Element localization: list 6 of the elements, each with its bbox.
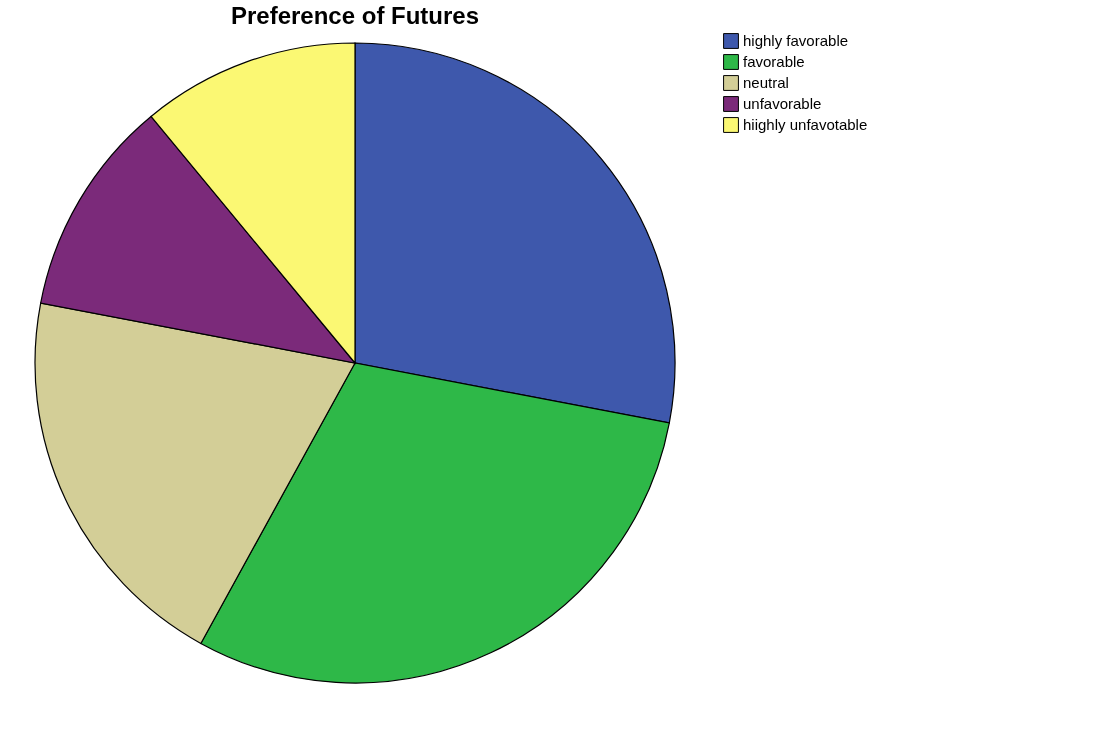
legend-label: neutral [743,74,789,91]
legend-label: highly favorable [743,32,849,49]
legend-label: favorable [743,53,805,70]
legend-label: hiighly unfavotable [743,116,868,133]
chart-title: Preference of Futures [230,2,480,29]
legend-label: unfavorable [743,95,822,112]
